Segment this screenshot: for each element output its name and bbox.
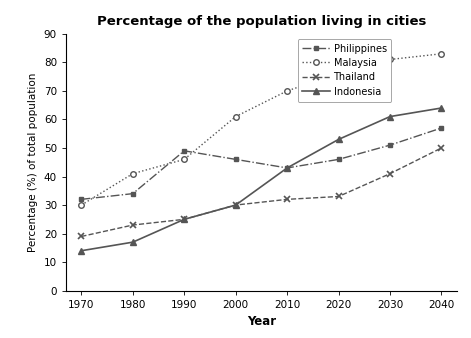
Malaysia (181, 158, 187, 162)
Indonesia (336, 137, 341, 141)
Legend: Philippines, Malaysia, Thailand, Indonesia: Philippines, Malaysia, Thailand, Indones… (298, 39, 391, 101)
Philippines (387, 143, 393, 147)
X-axis label: Year: Year (247, 315, 276, 328)
Indonesia (79, 249, 84, 253)
Philippines (439, 126, 444, 130)
Indonesia (233, 203, 238, 207)
Thailand (387, 172, 393, 176)
Thailand (439, 146, 444, 150)
Malaysia (79, 203, 84, 207)
Malaysia (439, 52, 444, 56)
Philippines (130, 192, 136, 196)
Malaysia (233, 115, 238, 119)
Indonesia (181, 217, 187, 221)
Thailand (130, 223, 136, 227)
Indonesia (387, 115, 393, 119)
Indonesia (439, 106, 444, 110)
Thailand (181, 217, 187, 221)
Line: Indonesia: Indonesia (78, 105, 445, 254)
Line: Malaysia: Malaysia (79, 51, 444, 208)
Philippines (181, 149, 187, 153)
Malaysia (336, 72, 341, 76)
Philippines (233, 158, 238, 162)
Philippines (284, 166, 290, 170)
Line: Thailand: Thailand (78, 145, 445, 240)
Line: Philippines: Philippines (79, 125, 444, 202)
Indonesia (284, 166, 290, 170)
Y-axis label: Percentage (%) of total population: Percentage (%) of total population (28, 73, 38, 252)
Thailand (233, 203, 238, 207)
Indonesia (130, 240, 136, 244)
Thailand (284, 197, 290, 201)
Malaysia (130, 172, 136, 176)
Thailand (336, 194, 341, 198)
Thailand (79, 235, 84, 239)
Title: Percentage of the population living in cities: Percentage of the population living in c… (97, 16, 426, 28)
Philippines (336, 158, 341, 162)
Malaysia (387, 57, 393, 62)
Malaysia (284, 89, 290, 93)
Philippines (79, 197, 84, 201)
